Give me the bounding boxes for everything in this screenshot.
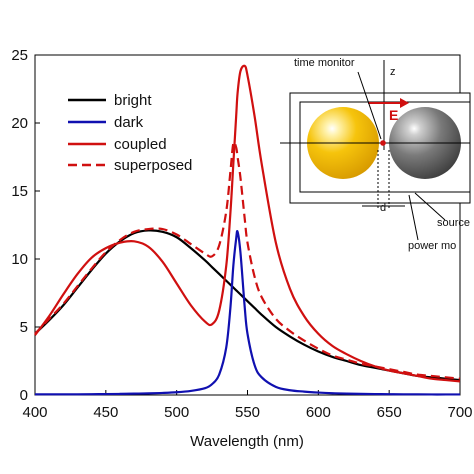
series-line-superposed [34, 140, 461, 380]
x-tick-label: 600 [306, 404, 331, 421]
z-axis-label: z [390, 66, 396, 78]
legend-label-superposed: superposed [114, 157, 192, 174]
x-tick-label: 550 [235, 404, 260, 421]
y-tick-label: 25 [11, 47, 28, 64]
e-field-arrowhead [400, 98, 409, 108]
y-tick-label: 20 [11, 115, 28, 132]
y-tick-label: 10 [11, 251, 28, 268]
x-tick-label: 500 [164, 404, 189, 421]
series-lines [34, 64, 461, 396]
x-tick-label: 700 [447, 404, 472, 421]
x-tick-label: 400 [22, 404, 47, 421]
axis-ticks: 400 450 500 550 600 650 700 0 5 10 15 20 25 [11, 47, 472, 421]
time-monitor-point [380, 140, 386, 146]
series-line-dark [34, 230, 460, 396]
time-monitor-pointer [357, 71, 382, 140]
y-tick-label: 5 [20, 319, 28, 336]
power-monitor-pointer [408, 194, 419, 241]
y-tick-label: 15 [11, 183, 28, 200]
legend-label-coupled: coupled [114, 136, 167, 153]
x-axis-title: Wavelength (nm) [190, 433, 304, 450]
e-field-label: E [389, 107, 398, 123]
series-line-bright [34, 229, 461, 382]
source-pointer [414, 192, 446, 221]
time-monitor-label: time monitor [294, 57, 355, 69]
legend: bright dark coupled superposed [68, 92, 192, 174]
gap-label: d [380, 202, 386, 214]
legend-label-dark: dark [114, 114, 144, 131]
power-monitor-label: power mo [408, 240, 456, 252]
x-tick-label: 650 [377, 404, 402, 421]
x-tick-label: 450 [93, 404, 118, 421]
y-tick-label: 0 [20, 387, 28, 404]
legend-label-bright: bright [114, 92, 152, 109]
source-label: source [437, 217, 470, 229]
inset-schematic: z E time monitor d source power mo [280, 57, 471, 252]
